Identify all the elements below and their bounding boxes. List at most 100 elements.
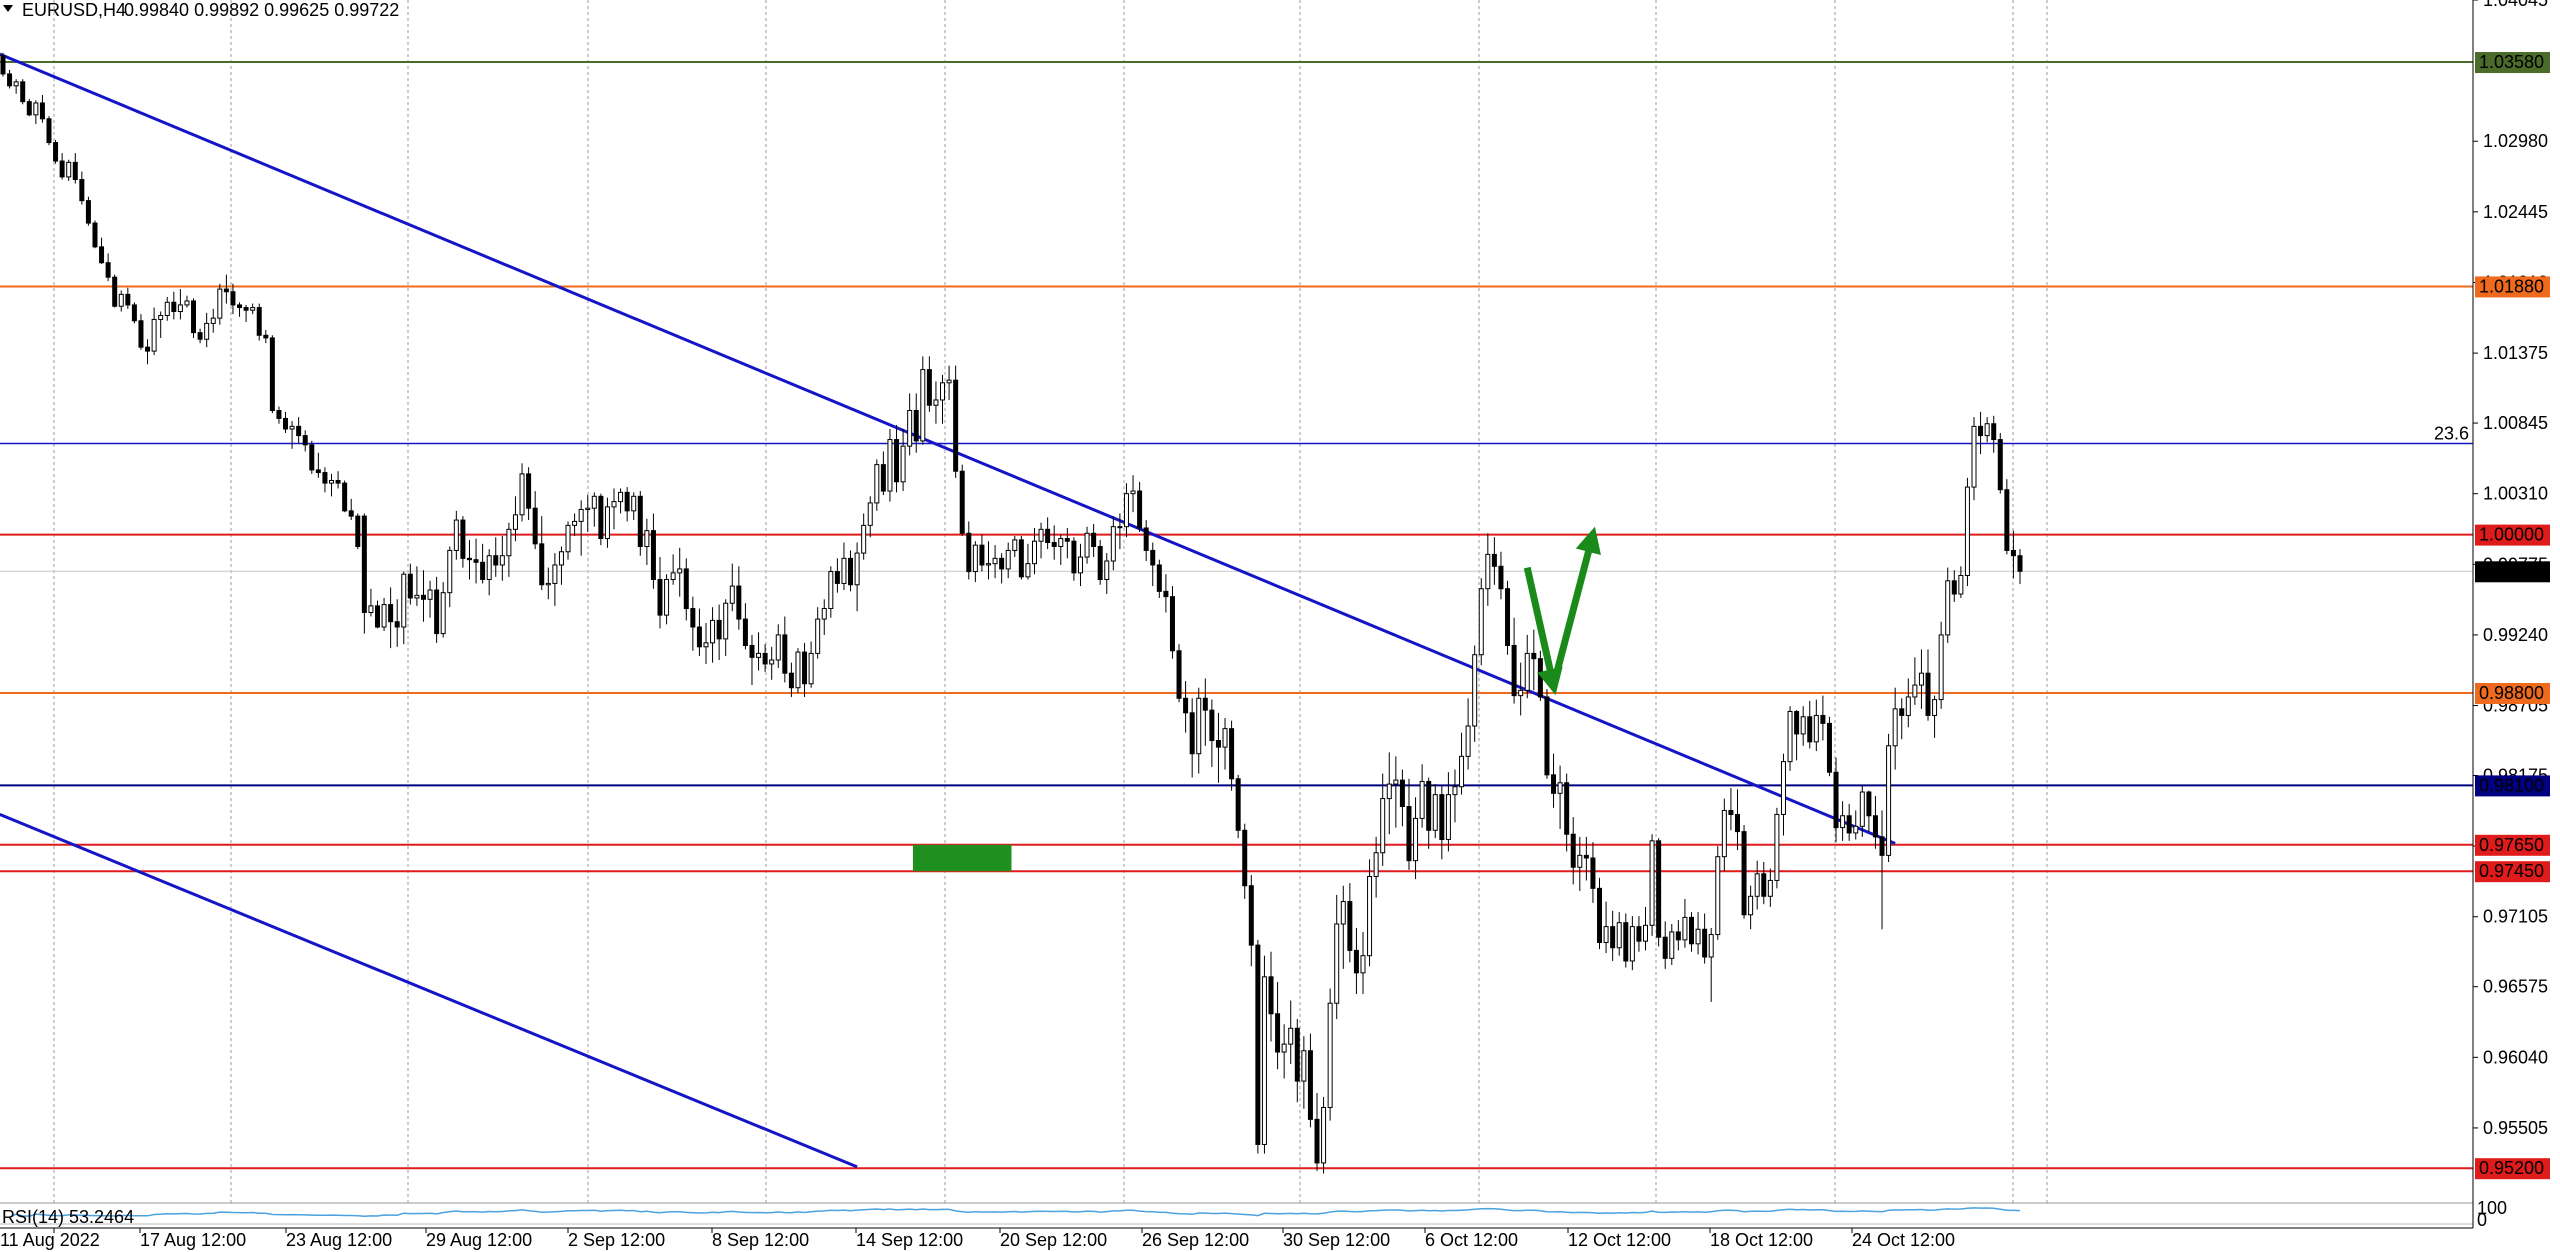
candle bbox=[1268, 951, 1274, 1042]
candle bbox=[1866, 790, 1872, 832]
candle bbox=[1715, 846, 1721, 940]
candle-body bbox=[585, 507, 591, 511]
candle bbox=[1472, 645, 1478, 742]
candle bbox=[1491, 537, 1497, 585]
candle-body bbox=[1235, 778, 1241, 831]
candle bbox=[1859, 785, 1865, 837]
candle-body bbox=[447, 549, 453, 594]
candle-body bbox=[710, 619, 716, 644]
candle bbox=[841, 542, 847, 591]
candle bbox=[1419, 764, 1425, 828]
candle-body bbox=[1242, 829, 1248, 887]
candle bbox=[1721, 798, 1727, 872]
candle-body bbox=[802, 651, 808, 685]
candle bbox=[329, 473, 334, 497]
candle-body bbox=[578, 509, 584, 522]
time-label: 23 Aug 12:00 bbox=[286, 1230, 392, 1250]
candle bbox=[1380, 773, 1386, 866]
candle bbox=[558, 546, 564, 585]
candle bbox=[66, 159, 72, 181]
time-label: 12 Oct 12:00 bbox=[1568, 1230, 1671, 1250]
candle-body bbox=[953, 379, 959, 472]
candle-body bbox=[1084, 532, 1090, 558]
candle bbox=[1018, 535, 1024, 580]
candle bbox=[1485, 533, 1491, 606]
candle bbox=[1958, 566, 1964, 598]
candle-body bbox=[460, 519, 466, 559]
candle-body bbox=[1557, 782, 1563, 794]
candle-body bbox=[85, 200, 91, 224]
candle bbox=[473, 538, 479, 584]
candle-body bbox=[230, 291, 236, 306]
candle-body bbox=[1643, 924, 1648, 942]
candle bbox=[1202, 678, 1208, 746]
candle-body bbox=[1406, 806, 1412, 862]
candle-body bbox=[368, 605, 374, 613]
price-tick-label: 1.02980 bbox=[2483, 131, 2548, 151]
candle bbox=[1439, 785, 1445, 860]
candle-body bbox=[1702, 928, 1708, 958]
candle-body bbox=[861, 524, 867, 554]
candle bbox=[690, 596, 696, 651]
candle-body bbox=[388, 604, 394, 623]
candle bbox=[1077, 543, 1083, 587]
candle-body bbox=[322, 472, 328, 484]
candle-body bbox=[1386, 783, 1392, 800]
candle-body bbox=[1104, 560, 1110, 580]
trendline[interactable] bbox=[0, 52, 1896, 845]
candle bbox=[1084, 526, 1090, 564]
candle-body bbox=[1459, 755, 1465, 788]
candle bbox=[637, 491, 643, 556]
candle-body bbox=[926, 369, 932, 406]
candle-body bbox=[263, 334, 269, 339]
candle bbox=[631, 492, 637, 521]
price-tag-label: 0.97650 bbox=[2479, 835, 2544, 855]
candle bbox=[959, 464, 965, 536]
candle-body bbox=[1774, 813, 1780, 881]
candle-body bbox=[1137, 490, 1143, 529]
candle bbox=[1879, 810, 1885, 930]
candle bbox=[578, 500, 584, 556]
time-label: 2 Sep 12:00 bbox=[568, 1230, 665, 1250]
candle bbox=[53, 139, 59, 164]
candle bbox=[1741, 825, 1747, 919]
price-tag-bg bbox=[2475, 861, 2550, 883]
menu-caret-icon[interactable] bbox=[3, 5, 13, 12]
candle-body bbox=[749, 644, 755, 658]
candle-body bbox=[1872, 815, 1878, 838]
candle bbox=[1807, 700, 1813, 749]
trendline[interactable] bbox=[0, 813, 858, 1169]
candle bbox=[624, 487, 630, 522]
price-tag-bg bbox=[2475, 52, 2550, 74]
candle-body bbox=[1045, 528, 1051, 544]
candle bbox=[512, 496, 518, 542]
candle-body bbox=[1603, 926, 1609, 943]
candle-body bbox=[223, 288, 229, 293]
candle bbox=[283, 411, 289, 433]
candle-body bbox=[736, 585, 742, 620]
price-tag-label: 0.95200 bbox=[2479, 1158, 2544, 1178]
candle bbox=[1656, 838, 1662, 947]
candle-body bbox=[1544, 696, 1550, 776]
candle bbox=[572, 513, 578, 536]
candle-body bbox=[79, 179, 85, 202]
candle bbox=[1183, 681, 1189, 733]
candle-body bbox=[1524, 652, 1530, 691]
candle-body bbox=[1925, 672, 1931, 716]
candle bbox=[861, 513, 867, 560]
candle-body bbox=[1866, 791, 1872, 817]
candle bbox=[1925, 649, 1931, 721]
candle-body bbox=[407, 573, 413, 599]
candle-body bbox=[1859, 791, 1865, 827]
zone-rect[interactable] bbox=[912, 844, 1012, 872]
price-tag-label: 0.98800 bbox=[2479, 683, 2544, 703]
candle bbox=[756, 632, 762, 671]
candle bbox=[296, 417, 302, 444]
candle bbox=[539, 516, 545, 591]
candle-body bbox=[1905, 696, 1911, 716]
time-label: 18 Oct 12:00 bbox=[1710, 1230, 1813, 1250]
candle-body bbox=[276, 410, 282, 419]
candle bbox=[742, 603, 748, 650]
